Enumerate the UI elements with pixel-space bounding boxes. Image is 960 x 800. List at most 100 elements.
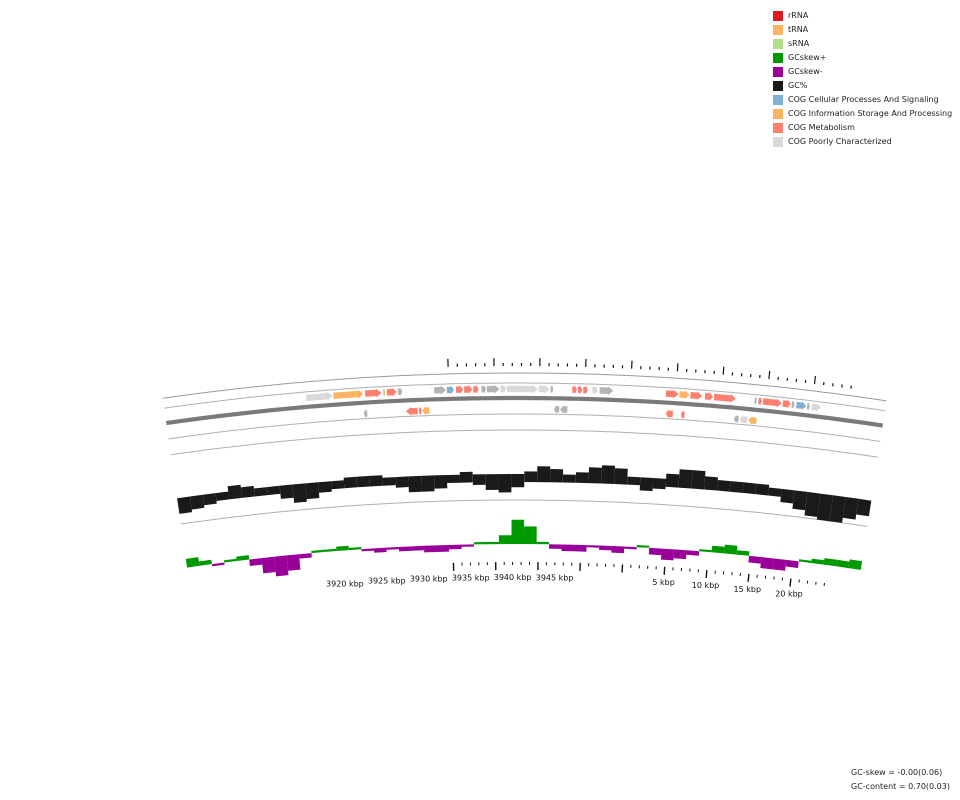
gene-reverse [665, 409, 673, 419]
gc-content-bin [742, 482, 757, 495]
gene-forward [365, 388, 382, 398]
gc-content-bin [716, 480, 731, 492]
legend-label: COG Information Storage And Processing [788, 109, 953, 118]
stats-panel: GC-skew = -0.00(0.06) GC-content = 0.70(… [851, 766, 950, 794]
legend-label: GC% [788, 81, 808, 90]
gc-content-bin [627, 476, 641, 486]
axis-tick-label: 3945 kbp [536, 573, 574, 582]
legend-label: COG Metabolism [788, 123, 855, 132]
gc-content-bin [459, 471, 473, 483]
gc-skew-positive-bin [198, 559, 212, 566]
gene-forward [481, 384, 486, 394]
gc-skew-positive-bin [511, 519, 525, 544]
gc-skew-negative-bin [611, 546, 625, 554]
gc-skew-positive-bin [798, 559, 812, 563]
track-ring [162, 372, 887, 402]
legend-swatch [773, 53, 783, 63]
gene-forward [455, 385, 464, 394]
outer-tick [722, 366, 725, 375]
gc-content-bin [331, 480, 345, 490]
inner-tick [663, 566, 666, 575]
gc-content-bin [446, 474, 460, 483]
gc-skew-negative-bin [686, 550, 700, 556]
gc-skew-positive-bin [823, 558, 837, 567]
gc-content-bin [550, 469, 564, 483]
gc-content-bin [472, 474, 486, 485]
gc-skew-positive-bin [711, 545, 725, 554]
gc-skew-positive-bin [224, 558, 237, 563]
gc-skew-positive-bin [323, 548, 337, 552]
gene-forward [305, 391, 333, 402]
gc-content-bin [343, 476, 358, 489]
gc-content-bin [792, 490, 808, 511]
legend-swatch [773, 25, 783, 35]
gc-skew-positive-bin [836, 559, 850, 569]
gc-content-bin [804, 491, 821, 517]
gc-skew-negative-bin [274, 555, 289, 577]
gene-forward [704, 392, 714, 401]
gc-skew-stat: GC-skew = -0.00(0.06) [851, 768, 943, 777]
legend-item: rRNA [773, 9, 952, 23]
gc-skew-negative-bin [249, 558, 263, 566]
gene-forward [791, 400, 795, 409]
gene-forward [758, 396, 762, 406]
gc-content-bin [318, 481, 332, 493]
legend-swatch [773, 95, 783, 105]
gc-content-bin [729, 481, 744, 493]
gc-content-bin [816, 493, 833, 522]
gene-forward [762, 398, 782, 408]
inner-tick [705, 569, 708, 578]
gc-skew-positive-bin [699, 549, 712, 553]
gc-skew-positive-bin [473, 542, 487, 545]
gc-skew-positive-bin [636, 545, 650, 548]
axis-tick-label: 3935 kbp [452, 574, 490, 583]
gene-reverse [406, 406, 418, 416]
gene-forward [592, 385, 598, 395]
gene-forward [572, 385, 577, 395]
gc-skew-negative-bin [436, 545, 450, 552]
axis-tick-label: 5 kbp [652, 578, 674, 587]
gc-skew-negative-bin [461, 544, 474, 547]
gc-content-bin [652, 478, 667, 490]
gc-content-bin [485, 474, 499, 490]
gc-content-bin [240, 485, 255, 498]
legend-item: COG Cellular Processes And Signaling [773, 93, 952, 107]
legend-item: GCskew+ [773, 51, 952, 65]
gene-forward [583, 385, 588, 395]
gc-skew-positive-bin [524, 526, 537, 545]
track-ring [170, 429, 878, 458]
gene-reverse [363, 409, 368, 418]
gene-forward [446, 385, 455, 395]
legend-label: rRNA [788, 11, 809, 20]
gene-forward [782, 399, 791, 409]
legend-swatch [773, 11, 783, 21]
gene-forward [506, 384, 538, 394]
gc-skew-negative-bin [361, 548, 374, 552]
legend-item: tRNA [773, 23, 952, 37]
gc-content-bin [369, 475, 383, 487]
legend-item: sRNA [773, 37, 952, 51]
axis-tick-label: 3930 kbp [410, 575, 448, 584]
gc-content-bin [537, 466, 551, 483]
gc-skew-negative-bin [574, 544, 587, 552]
gc-skew-negative-bin [448, 544, 462, 550]
axis-tick-label: 20 kbp [775, 590, 803, 599]
gc-skew-negative-bin [373, 547, 387, 553]
gene-reverse [734, 414, 739, 424]
gc-skew-positive-bin [236, 555, 250, 561]
gc-skew-negative-bin [586, 545, 600, 548]
legend-item: COG Metabolism [773, 121, 952, 135]
gc-skew-negative-bin [299, 553, 312, 559]
gc-content-bin [177, 496, 193, 514]
gc-content-bin [511, 474, 525, 488]
gc-skew-negative-bin [648, 547, 662, 556]
legend-label: COG Cellular Processes And Signaling [788, 95, 939, 104]
axis-tick-label: 15 kbp [734, 585, 762, 594]
gc-skew-negative-bin [748, 555, 762, 564]
legend-label: sRNA [788, 39, 810, 48]
gc-content-bin [524, 471, 538, 483]
gene-reverse [560, 405, 568, 414]
gc-content-bin [408, 475, 422, 493]
gc-content-bin [292, 483, 307, 503]
gene-forward [577, 385, 583, 395]
